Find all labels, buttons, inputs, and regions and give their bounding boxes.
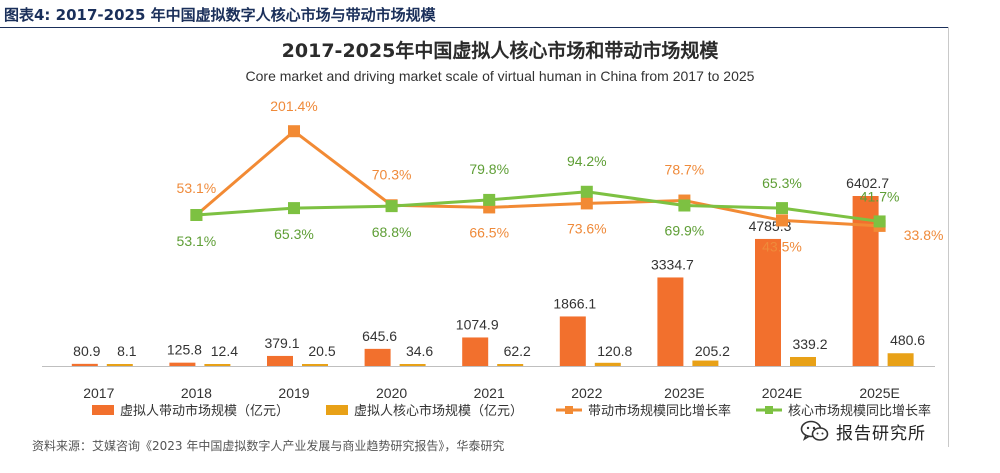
core-growth-label-2021: 79.8%: [469, 161, 509, 177]
legend-swatch-2: [326, 405, 348, 415]
legend-label-1: 虚拟人带动市场规模（亿元）: [120, 403, 289, 419]
right-rule: [948, 27, 949, 447]
core-bar-2021: [497, 364, 524, 366]
x-tick-label-2025E: 2025E: [859, 385, 899, 401]
core-growth-marker-2022: [580, 185, 593, 198]
core-bar-2019: [302, 364, 328, 366]
core-growth-label-2025E: 41.7%: [860, 188, 900, 204]
core-growth-label-2022: 94.2%: [567, 153, 607, 169]
source-note: 资料来源：艾媒咨询《2023 年中国虚拟数字人产业发展与商业趋势研究报告》，华泰…: [32, 439, 505, 453]
core-value-label-2023E: 205.2: [695, 343, 730, 359]
driving-growth-marker-2024E: [776, 214, 788, 227]
core-growth-label-2023E: 69.9%: [665, 223, 705, 239]
core-growth-marker-2024E: [776, 202, 788, 215]
driving-value-label-2017: 80.9: [73, 343, 100, 359]
driving-value-label-2023E: 3334.7: [651, 256, 694, 272]
core-bar-2024E: [790, 356, 816, 366]
legend-marker-3: [565, 406, 573, 414]
chart-title: 2017-2025年中国虚拟人核心市场和带动市场规模: [281, 40, 719, 62]
core-growth-line: [196, 190, 880, 223]
driving-bar-2024E: [755, 238, 781, 366]
x-tick-label-2020: 2020: [376, 385, 407, 401]
core-growth-label-2024E: 65.3%: [762, 175, 802, 191]
core-growth-marker-2018: [190, 208, 203, 221]
core-growth-marker-2023E: [678, 199, 691, 212]
driving-growth-label-2025E: 33.8%: [904, 227, 944, 243]
legend-label-2: 虚拟人核心市场规模（亿元）: [354, 403, 523, 419]
chart-subtitle: Core market and driving market scale of …: [245, 68, 755, 84]
core-growth-marker-2019: [288, 202, 300, 215]
wechat-icon: [800, 420, 829, 441]
driving-growth-label-2022: 73.6%: [567, 220, 607, 236]
driving-growth-marker-2019: [288, 125, 300, 138]
driving-growth-label-2024E: 43.5%: [762, 238, 802, 254]
core-value-label-2022: 120.8: [597, 343, 632, 359]
core-bar-2025E: [887, 353, 914, 366]
x-tick-label-2019: 2019: [278, 385, 309, 401]
core-bar-2018: [204, 364, 231, 366]
core-value-label-2019: 20.5: [308, 343, 335, 359]
x-tick-label-2018: 2018: [181, 385, 212, 401]
figure-label: 图表4: 2017-2025 年中国虚拟数字人核心市场与带动市场规模: [4, 6, 436, 24]
x-tick-label-2021: 2021: [474, 385, 505, 401]
driving-value-label-2020: 645.6: [362, 328, 397, 344]
core-growth-marker-2021: [483, 193, 496, 206]
legend-label-3: 带动市场规模同比增长率: [588, 403, 731, 419]
top-rule: [0, 27, 948, 28]
driving-bar-2023E: [657, 277, 684, 366]
driving-growth-label-2019: 201.4%: [270, 98, 317, 114]
driving-bar-2022: [559, 316, 586, 366]
core-growth-marker-2025E: [873, 215, 886, 228]
driving-bar-2019: [267, 355, 293, 366]
driving-value-label-2018: 125.8: [167, 342, 202, 358]
core-bar-2023E: [692, 360, 719, 366]
driving-bar-2020: [364, 348, 391, 366]
driving-growth-label-2023E: 78.7%: [665, 162, 705, 178]
x-tick-label-2023E: 2023E: [664, 385, 704, 401]
driving-growth-label-2021: 66.5%: [469, 224, 509, 240]
driving-growth-label-2018: 53.1%: [177, 180, 217, 196]
core-bar-2022: [594, 362, 621, 366]
core-value-label-2024E: 339.2: [792, 336, 827, 352]
driving-bar-2018: [169, 362, 196, 366]
core-value-label-2018: 12.4: [211, 343, 238, 359]
core-growth-label-2019: 65.3%: [274, 226, 314, 242]
core-value-label-2025E: 480.6: [890, 332, 925, 348]
core-growth-label-2020: 68.8%: [372, 224, 412, 240]
core-value-label-2021: 62.2: [504, 343, 531, 359]
core-growth-label-2018: 53.1%: [177, 233, 217, 249]
driving-value-label-2021: 1074.9: [456, 316, 499, 332]
driving-value-label-2022: 1866.1: [553, 295, 596, 311]
x-tick-label-2017: 2017: [83, 385, 114, 401]
watermark: 报告研究所: [800, 416, 985, 446]
core-growth-marker-2020: [385, 200, 398, 213]
legend-swatch-1: [92, 405, 114, 415]
legend-marker-4: [765, 406, 773, 414]
driving-growth-label-2020: 70.3%: [372, 166, 412, 182]
driving-bar-2021: [462, 337, 489, 366]
driving-value-label-2025E: 6402.7: [846, 175, 889, 191]
core-bar-2020: [399, 364, 426, 366]
x-tick-label-2024E: 2024E: [762, 385, 802, 401]
driving-growth-line: [195, 129, 880, 228]
x-tick-label-2022: 2022: [571, 385, 602, 401]
watermark-text: 报告研究所: [836, 423, 926, 444]
driving-value-label-2019: 379.1: [264, 335, 299, 351]
core-bar-2017: [106, 364, 133, 366]
legend-label-4: 核心市场规模同比增长率: [788, 403, 931, 419]
driving-growth-marker-2022: [580, 197, 593, 210]
core-value-label-2017: 8.1: [117, 343, 137, 359]
driving-bar-2017: [71, 363, 98, 366]
core-value-label-2020: 34.6: [406, 343, 433, 359]
